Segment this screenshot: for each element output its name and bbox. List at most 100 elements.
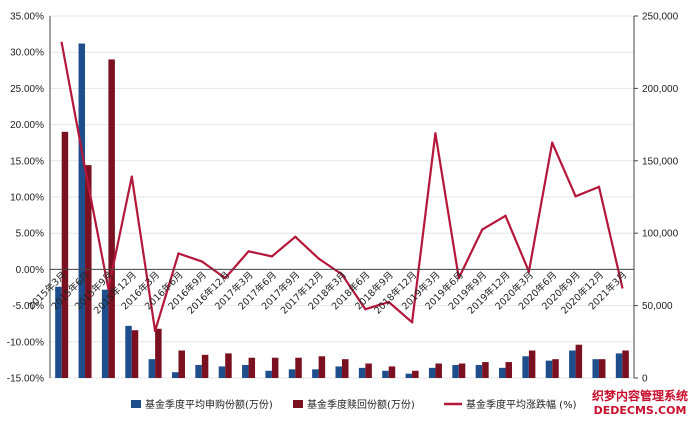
left-axis: 35.00% 30.00% 25.00% 20.00% 15.00% 10.00% 5.00…: [7, 12, 44, 385]
change-point: [434, 132, 437, 135]
redemption-bar: [61, 131, 69, 378]
purchase-bar: [592, 359, 599, 378]
left-tick-label: 30.00%: [10, 48, 44, 59]
redemption-bar: [225, 353, 232, 378]
purchase-bar: [312, 369, 319, 378]
change-point: [597, 185, 601, 189]
change-point: [130, 175, 133, 178]
line-series: [60, 41, 624, 333]
redemption-bar: [365, 363, 372, 378]
redemption-bar: [318, 356, 326, 378]
left-tick-label: 0.00%: [16, 265, 44, 276]
watermark: 织梦内容管理系统 DEDECMS.COM: [592, 388, 688, 417]
change-point: [107, 287, 110, 291]
change-point: [621, 286, 624, 289]
purchase-bar: [125, 325, 132, 378]
left-tick-label: 5.00%: [16, 229, 44, 240]
watermark-line2: DEDECMS.COM: [594, 404, 687, 417]
purchase-bar: [405, 373, 413, 378]
change-point: [340, 273, 344, 276]
bars: [55, 43, 629, 379]
legend-label-redemption: 基金季度赎回份额(万份): [307, 398, 415, 411]
legend-swatch-redemption: [293, 400, 303, 408]
redemption-bar: [295, 357, 302, 378]
change-point: [387, 300, 390, 304]
left-tick-label: -10.00%: [7, 337, 44, 348]
redemption-bar: [412, 370, 419, 378]
purchase-bar: [428, 367, 436, 378]
redemption-bar: [482, 362, 489, 378]
left-tick-label: -15.00%: [7, 374, 44, 385]
redemption-bar: [201, 354, 209, 378]
change-point: [410, 321, 414, 324]
redemption-bar: [342, 359, 349, 378]
left-tick-label: 10.00%: [10, 193, 44, 204]
right-tick-label: 50,000: [642, 301, 673, 312]
change-point: [457, 276, 460, 280]
purchase-bar: [101, 289, 109, 378]
purchase-bar: [171, 372, 179, 378]
purchase-bar: [522, 356, 529, 378]
purchase-bar: [615, 353, 623, 378]
redemption-bar: [528, 350, 536, 378]
right-tick-label: 250,000: [642, 12, 679, 23]
purchase-bar: [335, 366, 342, 378]
purchase-bar: [288, 369, 296, 378]
change-point: [294, 235, 297, 239]
change-point: [270, 255, 274, 258]
redemption-bar: [178, 350, 185, 378]
purchase-bar: [358, 367, 366, 378]
change-point: [83, 166, 87, 170]
redemption-bar: [388, 366, 396, 378]
redemption-bar: [622, 350, 629, 378]
change-point: [480, 228, 484, 231]
purchase-bar: [148, 359, 156, 378]
left-tick-label: -5.00%: [12, 301, 44, 312]
change-point: [551, 141, 554, 144]
change-point: [177, 252, 180, 255]
change-point: [60, 41, 63, 44]
purchase-bar: [382, 370, 389, 378]
redemption-bar: [108, 59, 115, 378]
redemption-bar: [131, 330, 139, 378]
redemption-bar: [458, 363, 466, 378]
purchase-bar: [78, 43, 86, 379]
purchase-bar: [55, 286, 62, 378]
left-tick-label: 20.00%: [10, 120, 44, 131]
change-point: [504, 214, 507, 218]
purchase-bar: [218, 366, 226, 378]
redemption-bar: [575, 344, 583, 378]
redemption-bar: [271, 357, 279, 378]
purchase-bar: [265, 370, 272, 378]
redemption-bar: [85, 165, 92, 378]
legend-label-purchase: 基金季度平均申购份额(万份): [145, 398, 273, 411]
left-tick-label: 25.00%: [10, 84, 44, 95]
change-point: [317, 257, 320, 260]
change-point: [200, 260, 204, 263]
right-tick-label: 0: [642, 374, 648, 385]
legend: 基金季度平均申购份额(万份) 基金季度赎回份额(万份) 基金季度平均涨跌幅 (%…: [131, 398, 577, 411]
change-point: [527, 270, 531, 273]
purchase-bar: [499, 367, 506, 378]
redemption-bar: [248, 357, 256, 378]
left-tick-label: 35.00%: [10, 12, 44, 23]
legend-label-change: 基金季度平均涨跌幅 (%): [466, 398, 577, 411]
redemption-bar: [155, 328, 162, 378]
purchase-bar: [475, 364, 483, 378]
change-point: [247, 250, 250, 253]
left-tick-label: 15.00%: [10, 156, 44, 167]
right-tick-label: 100,000: [642, 229, 679, 240]
redemption-bar: [505, 362, 513, 378]
purchase-bar: [452, 364, 459, 378]
legend-swatch-purchase: [131, 400, 141, 408]
axes: [49, 16, 635, 378]
purchase-bar: [195, 364, 202, 378]
change-point: [364, 308, 367, 311]
change-point: [153, 329, 157, 333]
right-axis: 250,000 200,000 150,000 100,000 50,000 0: [634, 12, 679, 385]
redemption-bar: [552, 359, 559, 378]
change-point: [224, 276, 227, 280]
redemption-bar: [598, 359, 606, 378]
